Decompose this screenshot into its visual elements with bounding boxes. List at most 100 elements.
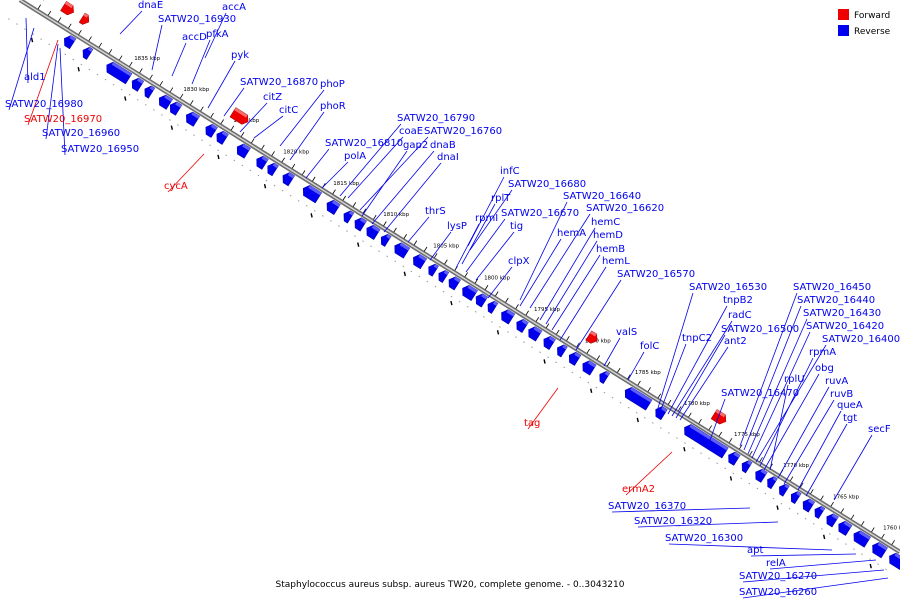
- reverse-gene-sheen: [481, 293, 488, 300]
- scale-tick: [129, 61, 133, 67]
- leader-line: [539, 227, 596, 321]
- gene-label: tig: [510, 221, 523, 232]
- scale-tick: [718, 431, 723, 437]
- gene-features: [33, 0, 900, 570]
- leader-line: [611, 507, 751, 513]
- reverse-gene-arrow: [889, 552, 900, 570]
- reverse-gene-arrow: [557, 344, 568, 358]
- leader-line: [743, 305, 802, 451]
- scale-tick: [312, 176, 316, 182]
- leader-line: [529, 213, 591, 309]
- forward-gene: [33, 0, 51, 1]
- scale-tick: [606, 361, 611, 367]
- scale-label: 1765 kbp: [833, 494, 859, 500]
- leader-line: [461, 203, 496, 265]
- reverse-gene: [205, 123, 218, 138]
- reverse-gene: [216, 130, 229, 145]
- leader-line: [805, 423, 848, 497]
- scale-tick: [68, 23, 72, 29]
- reverse-gene: [767, 476, 778, 490]
- gene-label: apt: [747, 545, 763, 556]
- scale-tick: [179, 93, 184, 99]
- legend-reverse-label: Reverse: [854, 27, 891, 37]
- scale-label: 1760 kbp: [883, 526, 900, 532]
- reverse-gene-sheen: [877, 542, 888, 551]
- leader-line: [45, 43, 59, 140]
- reverse-gene-arrow: [814, 506, 826, 519]
- gene-label: SATW20_16420: [806, 321, 884, 332]
- leader-line: [833, 434, 873, 501]
- reverse-gene-sheen: [796, 491, 802, 497]
- leader-line: [204, 12, 227, 59]
- genome-backbone: [18, 0, 900, 554]
- genome-caption: Staphylococcus aureus subsp. aureus TW20…: [276, 580, 625, 590]
- leader-line: [625, 451, 673, 496]
- leader-line: [575, 279, 622, 351]
- reverse-gene-arrow: [599, 371, 611, 384]
- scale-tick: [230, 125, 235, 131]
- leader-line: [371, 150, 435, 225]
- gene-label: folC: [640, 341, 659, 352]
- gene-label: SATW20_16960: [42, 128, 120, 139]
- reverse-gene-arrow: [106, 61, 133, 85]
- leader-line: [475, 231, 515, 281]
- scale-tick: [881, 533, 885, 539]
- reverse-gene-sheen: [308, 185, 322, 196]
- leader-line: [407, 216, 430, 243]
- leader-line: [191, 39, 211, 85]
- reverse-gene: [528, 326, 543, 342]
- scale-tick: [57, 17, 62, 22]
- leader-line: [519, 238, 562, 307]
- forward-gene-arrow: [33, 0, 51, 1]
- reverse-gene: [582, 360, 597, 376]
- gene-label: phoR: [320, 101, 346, 112]
- reverse-gene: [169, 101, 183, 116]
- reverse-gene-sheen: [760, 469, 768, 475]
- minor-tick: [124, 96, 127, 101]
- reverse-gene: [779, 483, 790, 497]
- gene-label: SATW20_16810: [325, 138, 403, 149]
- forward-gene: [78, 12, 90, 25]
- gene-label: rpmA: [809, 347, 836, 358]
- minor-tick: [77, 67, 80, 72]
- gene-label: SATW20_16760: [424, 126, 502, 137]
- leader-line: [603, 337, 621, 367]
- forward-gene-sheen: [590, 330, 597, 337]
- scale-tick: [220, 119, 224, 124]
- leader-line: [527, 387, 559, 430]
- forward-gene-sheen: [715, 409, 726, 418]
- reverse-gene-sheen: [210, 124, 218, 130]
- scale-tick: [678, 406, 682, 411]
- minor-tick: [496, 330, 500, 335]
- leader-line: [383, 162, 442, 233]
- scale-tick: [332, 189, 336, 195]
- leader-line: [467, 176, 505, 247]
- reverse-gene: [475, 293, 489, 308]
- reverse-gene: [838, 520, 853, 536]
- scale-tick: [464, 272, 468, 277]
- leader-line: [742, 569, 885, 583]
- reverse-gene: [267, 162, 279, 177]
- reverse-gene-sheen: [137, 77, 144, 84]
- reverse-gene-sheen: [242, 143, 251, 151]
- leader-line: [679, 346, 729, 421]
- gene-label: ant2: [724, 336, 747, 347]
- reverse-gene-sheen: [261, 156, 269, 162]
- minor-tick: [590, 388, 593, 393]
- scale-label: 1775 kbp: [734, 432, 760, 438]
- reverse-gene-sheen: [87, 47, 93, 52]
- scale-tick: [251, 138, 255, 144]
- reverse-gene: [158, 94, 173, 110]
- reverse-gene-sheen: [894, 553, 900, 562]
- backbone-highlight: [19, 0, 900, 553]
- gene-label: SATW20_16370: [608, 501, 686, 512]
- scale-label: 1795 kbp: [534, 307, 560, 313]
- scale-tick: [281, 157, 285, 163]
- gene-label: SATW20_16930: [158, 14, 236, 25]
- reverse-gene-sheen: [272, 163, 279, 169]
- scale-tick: [688, 412, 692, 418]
- scale-tick: [342, 195, 346, 201]
- leader-line: [469, 189, 513, 251]
- minor-tick: [403, 271, 406, 277]
- reverse-gene: [302, 185, 323, 204]
